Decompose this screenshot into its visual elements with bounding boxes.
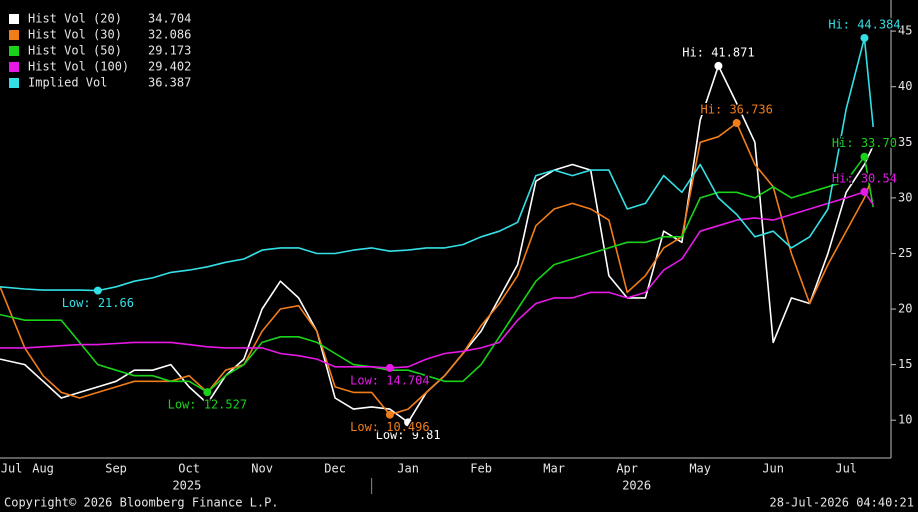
y-tick-label: 20 bbox=[898, 302, 912, 316]
legend-label: Hist Vol (20) bbox=[28, 12, 122, 26]
year-label: 2026 bbox=[622, 479, 651, 493]
y-tick-label: 15 bbox=[898, 357, 912, 371]
y-tick-label: 45 bbox=[898, 24, 912, 38]
annotation-label: Hi: 33.70 bbox=[832, 136, 897, 150]
annotation-dot bbox=[860, 33, 869, 42]
x-tick-label: Dec bbox=[324, 462, 346, 476]
x-tick-label: Sep bbox=[105, 462, 127, 476]
y-tick-label: 35 bbox=[898, 135, 912, 149]
annotation-dot bbox=[385, 410, 394, 419]
annotation-dot bbox=[860, 187, 869, 196]
series-line bbox=[0, 122, 874, 416]
annotation-dot bbox=[404, 418, 413, 427]
legend-swatch bbox=[9, 30, 19, 40]
legend-value: 36.387 bbox=[148, 76, 191, 90]
annotation-dot bbox=[385, 363, 394, 372]
legend-value: 29.402 bbox=[148, 60, 191, 74]
legend-label: Hist Vol (100) bbox=[28, 60, 129, 74]
series-line bbox=[0, 65, 874, 424]
x-tick-label: Jul bbox=[1, 462, 23, 476]
legend-swatch bbox=[9, 62, 19, 72]
legend-label: Implied Vol bbox=[28, 76, 107, 90]
annotation-label: Low: 12.527 bbox=[168, 398, 247, 412]
x-tick-label: Jan bbox=[397, 462, 419, 476]
annotation-dot bbox=[732, 118, 741, 127]
annotation-label: Hi: 30.54 bbox=[832, 171, 897, 185]
x-tick-label: Feb bbox=[470, 462, 492, 476]
x-tick-label: Nov bbox=[251, 462, 273, 476]
footer-left: Copyright© 2026 Bloomberg Finance L.P. bbox=[4, 496, 279, 510]
y-tick-label: 10 bbox=[898, 413, 912, 427]
annotation-label: Low: 14.704 bbox=[350, 373, 429, 387]
x-tick-label: Oct bbox=[178, 462, 200, 476]
x-tick-label: Apr bbox=[616, 462, 638, 476]
x-tick-label: Mar bbox=[543, 462, 565, 476]
legend-value: 34.704 bbox=[148, 12, 191, 26]
y-tick-label: 25 bbox=[898, 246, 912, 260]
annotation-label: Hi: 44.384 bbox=[828, 17, 900, 31]
legend-swatch bbox=[9, 78, 19, 88]
annotation-dot bbox=[714, 61, 723, 70]
year-label: 2025 bbox=[172, 479, 201, 493]
annotation-label: Hi: 41.871 bbox=[682, 45, 754, 59]
annotation-label: Low: 21.66 bbox=[62, 296, 134, 310]
legend-label: Hist Vol (30) bbox=[28, 28, 122, 42]
x-tick-label: Jul bbox=[835, 462, 857, 476]
y-tick-label: 40 bbox=[898, 79, 912, 93]
x-tick-label: May bbox=[689, 462, 711, 476]
annotation-label: Low: 10.496 bbox=[350, 420, 429, 434]
legend-value: 32.086 bbox=[148, 28, 191, 42]
legend-swatch bbox=[9, 14, 19, 24]
legend-swatch bbox=[9, 46, 19, 56]
legend-label: Hist Vol (50) bbox=[28, 44, 122, 58]
series-line bbox=[0, 155, 874, 393]
x-tick-label: Aug bbox=[32, 462, 54, 476]
annotation-dot bbox=[93, 286, 102, 295]
series-line bbox=[0, 37, 874, 292]
x-tick-label: Jun bbox=[762, 462, 784, 476]
legend-value: 29.173 bbox=[148, 44, 191, 58]
annotation-label: Hi: 36.736 bbox=[701, 102, 773, 116]
series-line bbox=[0, 191, 874, 369]
annotation-label: Low: 9.81 bbox=[376, 428, 441, 442]
y-tick-label: 30 bbox=[898, 190, 912, 204]
footer-right: 28-Jul-2026 04:40:21 bbox=[770, 496, 915, 510]
annotation-dot bbox=[203, 388, 212, 397]
annotation-dot bbox=[860, 152, 869, 161]
